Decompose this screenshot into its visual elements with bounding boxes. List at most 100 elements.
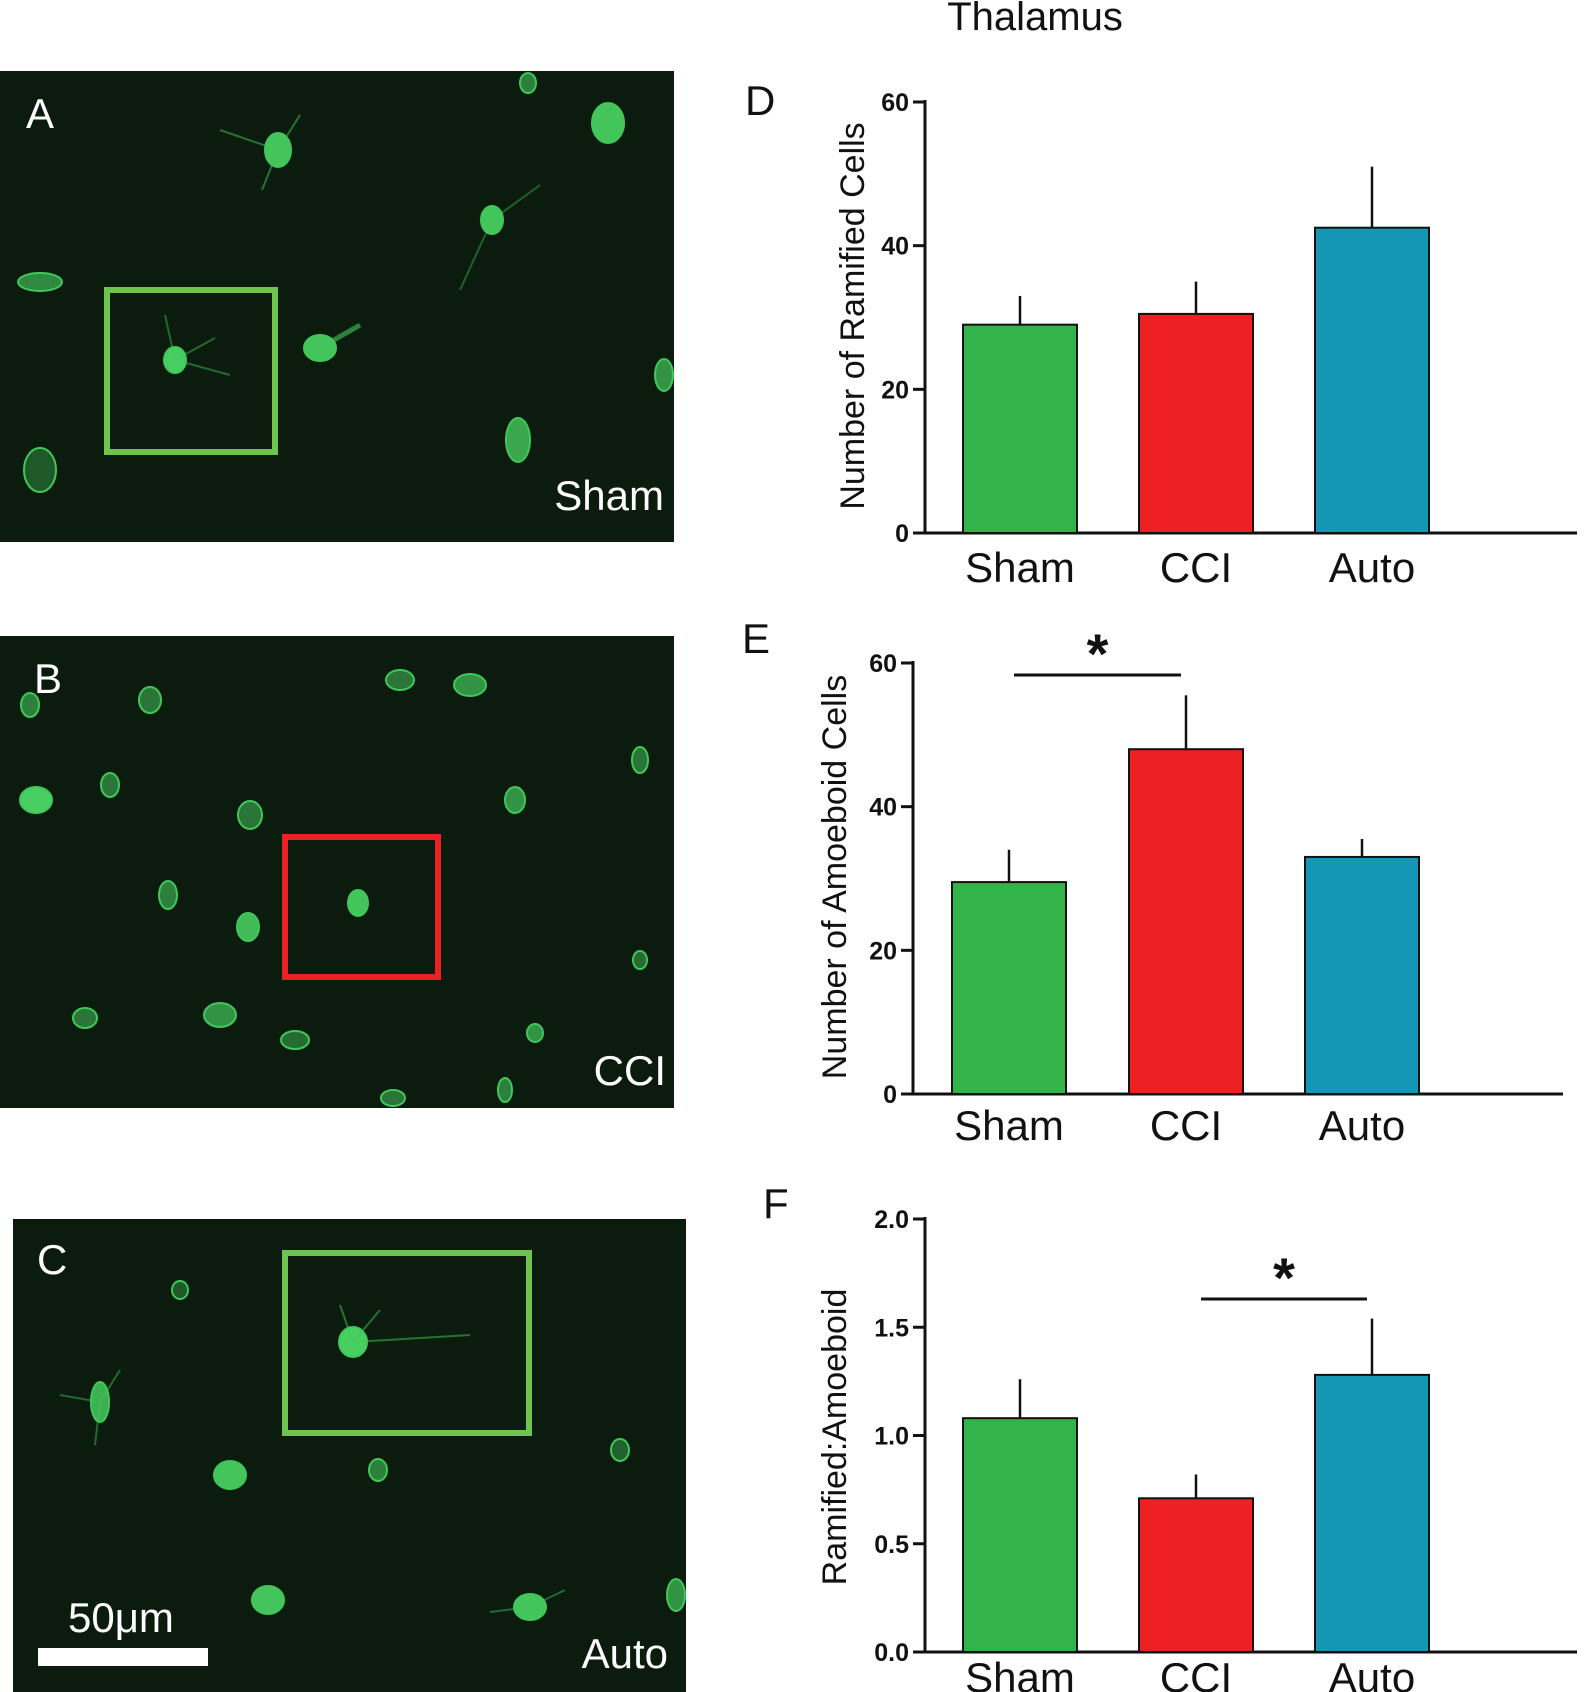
cell [237, 800, 263, 830]
cell [505, 417, 531, 463]
cell-process [489, 1589, 566, 1613]
y-tick-label: 60 [869, 650, 897, 678]
cell [138, 686, 162, 714]
region-of-interest-box [282, 1250, 532, 1436]
bar-cci [1138, 312, 1254, 534]
cell [632, 950, 648, 970]
cell [280, 1030, 310, 1050]
region-of-interest-box [282, 834, 441, 980]
panel-label-b: B [34, 655, 62, 702]
region-of-interest-box [104, 287, 278, 455]
micrograph-b-image [0, 636, 674, 1108]
cell [163, 346, 187, 374]
panel-label-d: D [745, 77, 775, 124]
y-tick-label: 40 [869, 794, 897, 822]
cell-process [59, 1369, 121, 1446]
micrograph-a-cells [17, 72, 674, 493]
cell [23, 447, 57, 493]
cell [251, 1585, 285, 1615]
cell [497, 1077, 513, 1103]
cell [385, 669, 415, 691]
category-label-sham: Sham [965, 544, 1075, 591]
chart-d-ramified-cells: D Number of Ramified Cells 0 20 40 60 Sham CC… [745, 77, 1577, 591]
cell [380, 1089, 406, 1107]
micrograph-b-cells [19, 669, 649, 1107]
panel-label-f: F [763, 1180, 789, 1227]
panel-label-a: A [26, 90, 54, 137]
micrograph-a: A Sham [0, 71, 674, 542]
category-label-sham: Sham [965, 1654, 1075, 1692]
micrograph-b: B CCI [0, 636, 674, 1108]
y-tick-label: 0 [895, 520, 909, 548]
cell-process [318, 322, 362, 351]
cell [480, 205, 504, 235]
category-label-auto: Auto [1329, 544, 1415, 591]
category-label-cci: CCI [1150, 1102, 1222, 1149]
bar-cci [1138, 1497, 1254, 1654]
cell-process [219, 114, 301, 191]
cell [236, 912, 260, 942]
panel-label-e: E [742, 615, 770, 662]
y-axis-label: Ramified:Amoeboid [816, 1289, 854, 1586]
y-tick-label: 1.0 [874, 1423, 909, 1451]
y-tick-label: 2.0 [874, 1206, 909, 1234]
category-label-sham: Sham [954, 1102, 1064, 1149]
cell [666, 1578, 686, 1612]
chart-e-amoeboid-cells: E Number of Amoeboid Cells 0 20 40 60 Sham CC… [742, 615, 1563, 1149]
cell [17, 272, 63, 292]
significance-star: * [1087, 622, 1109, 685]
cell [100, 772, 120, 798]
micrograph-c: C 50μm Auto [13, 1219, 686, 1692]
cell [654, 358, 674, 392]
figure-title: Thalamus [947, 0, 1123, 39]
bar-sham [951, 881, 1067, 1096]
bar-auto [1314, 1373, 1430, 1653]
cell [519, 72, 537, 94]
y-tick-label: 40 [881, 233, 909, 261]
y-tick-label: 60 [881, 89, 909, 117]
bar-sham [962, 323, 1078, 534]
y-axis-label: Number of Amoeboid Cells [816, 675, 854, 1079]
cell [213, 1460, 247, 1490]
cell-process [459, 184, 541, 291]
cell [504, 786, 526, 814]
cell [513, 1593, 547, 1621]
category-label-cci: CCI [1160, 1654, 1232, 1692]
category-label-cci: CCI [1160, 544, 1232, 591]
cell [72, 1007, 98, 1029]
category-label-auto: Auto [1329, 1654, 1415, 1692]
bar-auto [1304, 855, 1420, 1096]
panel-label-c: C [37, 1236, 67, 1283]
scale-bar [38, 1648, 208, 1666]
cell [19, 786, 53, 814]
condition-label-cci: CCI [594, 1047, 666, 1094]
bar-auto [1314, 226, 1430, 534]
cell-process [164, 314, 231, 376]
cell [453, 673, 487, 697]
cell-process [339, 1304, 471, 1343]
y-tick-label: 0 [883, 1081, 897, 1109]
cell [591, 102, 625, 144]
y-axis-label: Number of Ramified Cells [834, 122, 872, 509]
cell [347, 889, 369, 917]
category-label-auto: Auto [1319, 1102, 1405, 1149]
cell [631, 746, 649, 774]
cell [526, 1023, 544, 1043]
micrograph-c-cells [59, 1280, 686, 1621]
cell [368, 1458, 388, 1482]
micrograph-a-image [0, 71, 674, 542]
bar-cci [1128, 748, 1244, 1095]
y-tick-label: 0.0 [874, 1639, 909, 1667]
cell [90, 1381, 110, 1423]
bar-sham [962, 1417, 1078, 1654]
scale-bar-label: 50μm [68, 1594, 174, 1641]
y-tick-label: 0.5 [874, 1531, 909, 1559]
condition-label-auto: Auto [582, 1630, 668, 1677]
cell [610, 1438, 630, 1462]
y-tick-label: 1.5 [874, 1314, 909, 1342]
cell [203, 1002, 237, 1028]
cell [158, 880, 178, 910]
y-tick-label: 20 [881, 376, 909, 404]
cell [171, 1280, 189, 1300]
